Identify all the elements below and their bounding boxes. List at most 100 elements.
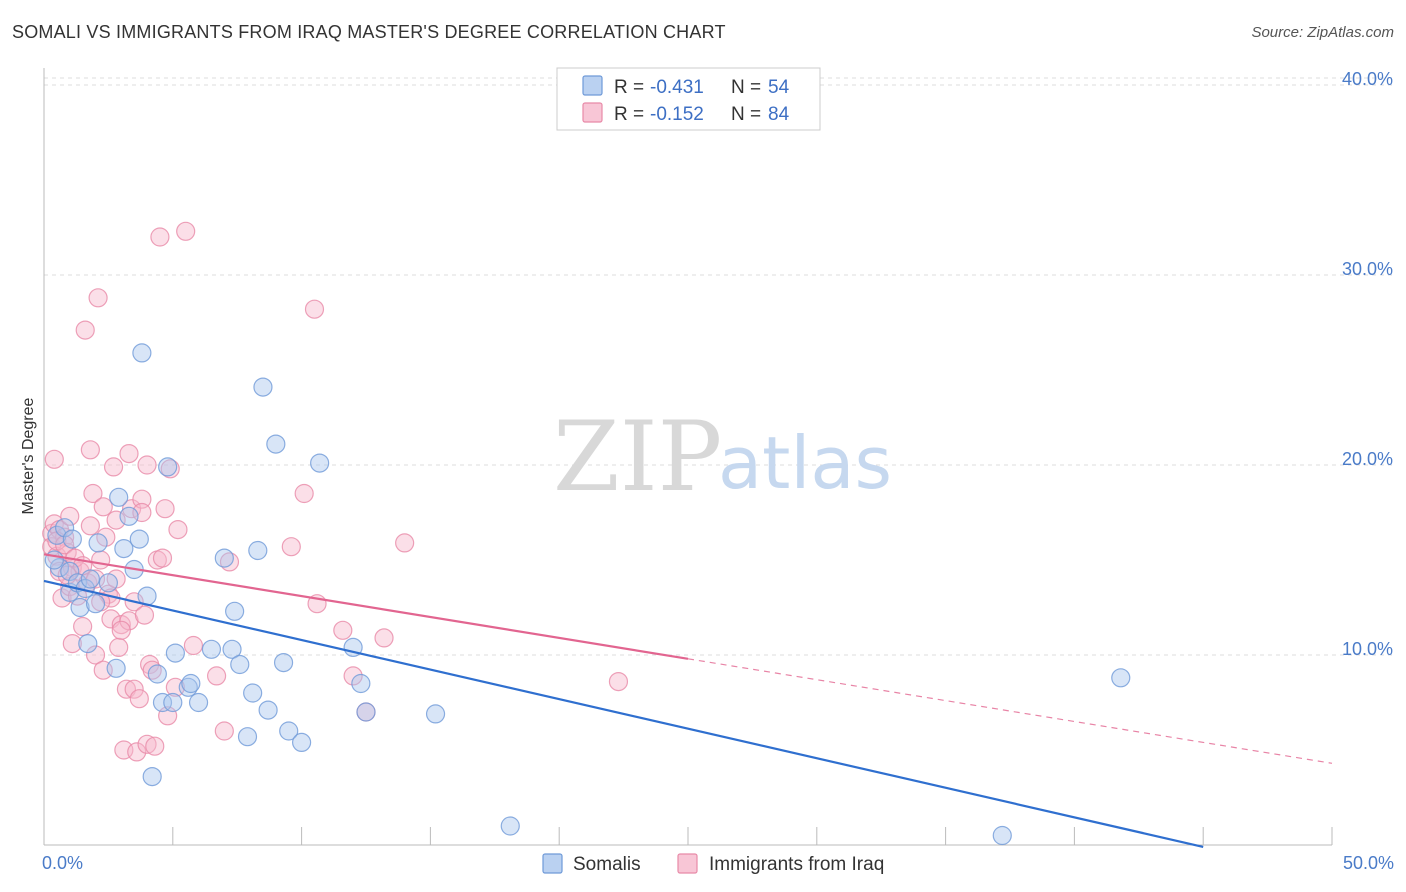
legend-n-value-iraq: 84 <box>768 104 790 125</box>
point-iraq-24 <box>88 288 108 308</box>
y-axis-label: Master's Degree <box>20 397 37 514</box>
point-somalis-11 <box>85 594 106 614</box>
y-tick-label-30: 30.0% <box>1342 259 1393 279</box>
chart-title: SOMALI VS IMMIGRANTS FROM IRAQ MASTER'S … <box>12 22 726 42</box>
y-tick-labels: 10.0% 20.0% 30.0% 40.0% <box>1342 69 1393 659</box>
bottom-legend-label-iraq: Immigrants from Iraq <box>709 854 884 875</box>
point-iraq-65 <box>219 552 240 572</box>
point-somalis-5 <box>62 529 82 549</box>
point-iraq-62 <box>183 635 204 656</box>
point-iraq-3 <box>44 449 64 469</box>
point-iraq-7 <box>52 588 72 608</box>
point-iraq-31 <box>103 457 124 477</box>
point-iraq-37 <box>116 679 137 699</box>
y-tick-label-10: 10.0% <box>1342 639 1393 659</box>
point-iraq-64 <box>214 721 234 741</box>
point-somalis-30 <box>188 692 209 713</box>
point-iraq-38 <box>119 444 139 464</box>
point-iraq-80 <box>111 620 131 640</box>
point-somalis-20 <box>132 343 152 363</box>
y-tick-label-20: 20.0% <box>1342 449 1393 469</box>
point-iraq-61 <box>176 221 196 241</box>
legend: R = -0.431 N = 54 R = -0.152 N = 84 <box>556 67 821 131</box>
point-iraq-70 <box>333 620 353 640</box>
point-somalis-50 <box>500 816 520 836</box>
point-somalis-42 <box>273 652 294 673</box>
point-iraq-21 <box>83 483 103 504</box>
legend-r-label-iraq: R = <box>614 104 649 125</box>
point-iraq-26 <box>93 497 113 517</box>
point-iraq-56 <box>155 499 175 519</box>
point-iraq-52 <box>145 736 165 756</box>
point-iraq-63 <box>206 666 227 686</box>
point-somalis-14 <box>106 658 126 678</box>
legend-n-label-iraq: N = <box>731 104 766 125</box>
chart-source: Source: ZipAtlas.com <box>1251 24 1394 41</box>
point-somalis-2 <box>55 518 75 538</box>
bottom-legend-swatch-somalis <box>542 853 563 874</box>
point-iraq-11 <box>60 506 80 526</box>
point-somalis-9 <box>78 633 98 654</box>
bottom-legend-label-somalis: Somalis <box>573 854 641 875</box>
point-somalis-43 <box>279 721 299 741</box>
watermark-atlas: atlas <box>718 421 892 505</box>
legend-n-label-somalis: N = <box>731 77 766 98</box>
point-somalis-52 <box>992 825 1012 846</box>
point-iraq-55 <box>152 548 173 568</box>
watermark-zip: ZIP <box>553 401 722 513</box>
point-iraq-17 <box>75 320 95 340</box>
point-iraq-54 <box>150 227 170 247</box>
point-somalis-15 <box>109 487 129 507</box>
point-somalis-10 <box>80 569 100 589</box>
x-ticks <box>172 827 1333 845</box>
point-iraq-43 <box>127 742 147 762</box>
point-somalis-45 <box>310 453 330 473</box>
point-iraq-75 <box>608 671 629 692</box>
point-iraq-20 <box>80 516 100 536</box>
x-tick-label-min: 0.0% <box>42 853 83 873</box>
point-iraq-25 <box>91 550 111 570</box>
point-iraq-66 <box>281 537 301 557</box>
point-somalis-0 <box>47 525 67 545</box>
grid-lines <box>44 77 1392 656</box>
point-somalis-22 <box>142 766 162 787</box>
point-iraq-41 <box>124 679 144 699</box>
point-iraq-45 <box>132 489 152 509</box>
trend-line-somalis <box>43 579 1204 848</box>
point-somalis-34 <box>225 601 245 621</box>
legend-n-value-somalis: 54 <box>768 77 790 98</box>
point-iraq-28 <box>96 527 116 547</box>
point-somalis-51 <box>1111 668 1131 688</box>
point-somalis-12 <box>88 533 108 553</box>
point-somalis-36 <box>237 727 258 747</box>
point-iraq-68 <box>304 299 325 319</box>
point-somalis-32 <box>214 548 234 568</box>
point-somalis-53 <box>44 550 64 570</box>
point-iraq-51 <box>142 660 162 680</box>
point-iraq-71 <box>343 666 363 686</box>
series-somalis-points <box>44 343 1131 846</box>
point-somalis-27 <box>165 643 185 663</box>
point-somalis-24 <box>152 692 173 713</box>
point-iraq-19 <box>80 440 100 460</box>
point-somalis-47 <box>351 673 371 694</box>
y-tick-label-40: 40.0% <box>1342 69 1393 89</box>
point-somalis-25 <box>158 457 178 477</box>
point-somalis-16 <box>114 538 134 559</box>
point-iraq-48 <box>137 455 157 475</box>
legend-r-value-iraq: -0.152 <box>650 104 704 125</box>
point-iraq-47 <box>134 605 155 625</box>
trend-lines <box>43 553 1333 848</box>
point-iraq-13 <box>62 633 82 654</box>
point-somalis-3 <box>60 561 80 582</box>
point-somalis-7 <box>70 597 90 618</box>
point-somalis-33 <box>222 639 242 659</box>
point-iraq-60 <box>168 519 188 540</box>
point-somalis-38 <box>248 540 268 561</box>
legend-r-value-somalis: -0.431 <box>650 77 704 98</box>
point-iraq-67 <box>294 483 314 504</box>
point-somalis-48 <box>356 702 376 722</box>
legend-r-label-somalis: R = <box>614 77 649 98</box>
point-somalis-41 <box>266 434 286 454</box>
